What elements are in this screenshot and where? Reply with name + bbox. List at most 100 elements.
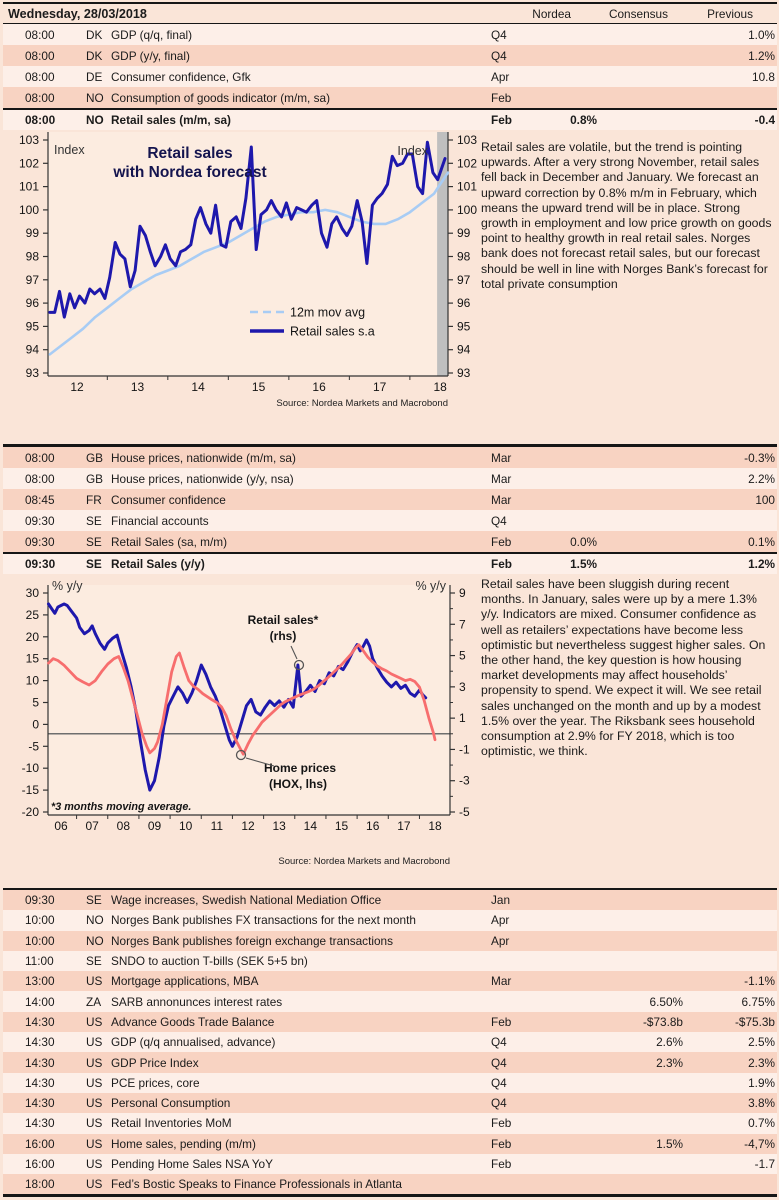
cell-period: Feb (491, 534, 512, 549)
cell-event: Wage increases, Swedish National Mediati… (111, 893, 382, 908)
cell-event: House prices, nationwide (m/m, sa) (111, 450, 296, 465)
cell-period: Apr (491, 69, 510, 84)
cell-event: PCE prices, core (111, 1075, 200, 1090)
svg-text:101: 101 (457, 180, 477, 194)
cell-country: GB (86, 471, 104, 486)
cell-previous: 2.5% (748, 1035, 775, 1050)
cell-country: US (86, 1157, 103, 1171)
svg-text:12m mov avg: 12m mov avg (290, 306, 365, 320)
cell-event: Norges Bank publishes FX transactions fo… (111, 913, 416, 928)
table-row: 14:30 US GDP Price Index Q4 2.3% 2.3% (3, 1052, 777, 1073)
table-row: 14:30 US PCE prices, core Q4 1.9% (3, 1072, 777, 1093)
cell-time: 14:30 (25, 1116, 55, 1131)
svg-text:98: 98 (457, 250, 471, 264)
cell-period: Feb (491, 113, 512, 127)
cell-previous: -0.4 (754, 113, 775, 127)
cell-event: Consumption of goods indicator (m/m, sa) (111, 90, 330, 105)
svg-text:12: 12 (70, 380, 84, 394)
cell-event: Home sales, pending (m/m) (111, 1136, 256, 1151)
svg-text:9: 9 (459, 586, 466, 600)
svg-text:-20: -20 (22, 805, 40, 819)
table-row: 16:00 US Home sales, pending (m/m) Feb 1.5% -… (3, 1133, 777, 1154)
cell-time: 11:00 (25, 954, 54, 969)
svg-text:7: 7 (459, 617, 466, 631)
cell-previous: 1.2% (748, 557, 775, 571)
cell-consensus: 1.5% (656, 1136, 683, 1151)
cell-consensus: 2.3% (656, 1055, 683, 1070)
cell-previous: 0.7% (748, 1116, 775, 1131)
cell-time: 18:00 (25, 1177, 55, 1192)
svg-text:15: 15 (26, 652, 40, 666)
svg-text:97: 97 (26, 273, 40, 287)
cell-country: DK (86, 48, 103, 63)
cell-period: Q4 (491, 513, 507, 528)
table-row: 08:00 GB House prices, nationwide (y/y, ns… (3, 468, 777, 489)
cell-country: US (86, 1055, 103, 1070)
table-row: 14:00 ZA SARB annonunces interest rates 6.5… (3, 991, 777, 1012)
svg-text:96: 96 (26, 296, 40, 310)
cell-time: 09:30 (25, 893, 55, 908)
cell-event: Retail Sales (y/y) (111, 557, 205, 571)
cell-country: SE (86, 893, 102, 908)
svg-text:5: 5 (459, 649, 466, 663)
cell-time: 14:30 (25, 1096, 55, 1111)
cell-nordea: 1.5% (570, 557, 597, 571)
cell-time: 13:00 (25, 974, 55, 989)
svg-text:-5: -5 (28, 739, 39, 753)
cell-period: Feb (491, 557, 512, 571)
cell-previous: -1.7 (754, 1157, 775, 1171)
cell-country: NO (86, 90, 104, 105)
cell-previous: -1.1% (744, 974, 775, 989)
cell-time: 08:00 (25, 69, 55, 84)
table-row: 08:00 GB House prices, nationwide (m/m, sa… (3, 447, 777, 468)
column-header-consensus: Consensus (608, 6, 668, 21)
cell-event: Consumer confidence (111, 492, 226, 507)
svg-text:% y/y: % y/y (415, 579, 446, 593)
svg-text:99: 99 (26, 226, 40, 240)
table-row: 18:00 US Fed’s Bostic Speaks to Finance Pr… (3, 1174, 777, 1195)
cell-country: US (86, 1075, 103, 1090)
svg-text:11: 11 (211, 819, 224, 833)
cell-time: 08:00 (25, 90, 55, 105)
svg-text:17: 17 (397, 819, 411, 833)
commentary-no-retail-sales: Retail sales are volatile, but the trend… (481, 140, 772, 291)
cell-period: Jan (491, 893, 511, 908)
cell-event: Personal Consumption (111, 1096, 231, 1111)
svg-text:14: 14 (191, 380, 205, 394)
svg-text:103: 103 (457, 133, 477, 147)
cell-country: NO (86, 933, 104, 948)
svg-text:06: 06 (54, 819, 68, 833)
cell-period: Apr (491, 913, 510, 928)
cell-country: US (86, 974, 103, 989)
cell-time: 14:30 (25, 1055, 55, 1070)
cell-time: 16:00 (25, 1136, 55, 1151)
svg-text:97: 97 (457, 273, 471, 287)
cell-previous: 2.3% (748, 1055, 775, 1070)
cell-nordea: 0.0% (570, 534, 597, 549)
cell-consensus: 2.6% (656, 1035, 683, 1050)
svg-text:Home prices: Home prices (264, 761, 336, 775)
cell-country: ZA (86, 994, 102, 1009)
cell-event: Fed’s Bostic Speaks to Finance Professio… (111, 1177, 402, 1192)
calendar-section-midmorning: 08:00 GB House prices, nationwide (m/m, sa… (3, 444, 777, 574)
table-row: 14:30 US Retail Inventories MoM Feb 0.7% (3, 1113, 777, 1134)
cell-time: 08:00 (25, 48, 55, 63)
svg-text:10: 10 (179, 819, 193, 833)
cell-country: DK (86, 27, 103, 42)
column-header-nordea: Nordea (532, 6, 571, 21)
cell-time: 08:00 (25, 450, 55, 465)
cell-country: SE (86, 513, 102, 528)
cell-time: 14:30 (25, 1035, 55, 1050)
cell-time: 16:00 (25, 1157, 55, 1171)
svg-text:5: 5 (32, 696, 39, 710)
cell-time: 09:30 (25, 557, 56, 571)
svg-text:Index: Index (397, 144, 428, 158)
cell-country: NO (86, 113, 104, 127)
svg-text:10: 10 (26, 674, 40, 688)
cell-consensus: -$73.8b (642, 1014, 683, 1029)
cell-consensus: 6.50% (649, 994, 683, 1009)
table-row: 11:00 SE SNDO to auction T-bills (SEK 5+5 … (3, 950, 777, 972)
cell-event: Advance Goods Trade Balance (111, 1014, 275, 1029)
svg-text:-5: -5 (459, 805, 470, 819)
